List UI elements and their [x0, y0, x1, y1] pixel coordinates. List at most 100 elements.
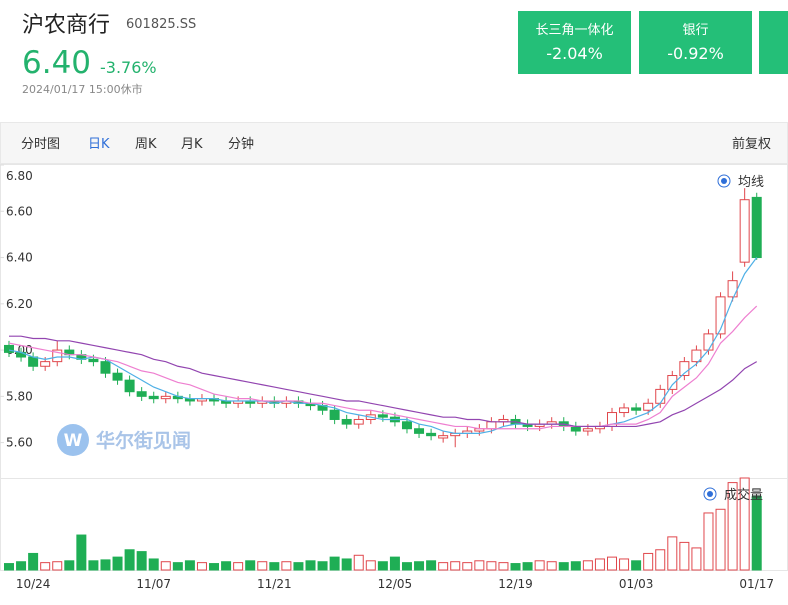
legend-volume[interactable]: 成交量 — [724, 487, 763, 503]
volume-bar — [281, 561, 292, 571]
volume-bar — [739, 477, 750, 571]
tab-active[interactable]: 日K — [88, 137, 110, 152]
sector-tile[interactable] — [759, 11, 788, 74]
candle-body — [4, 344, 14, 353]
volume-bar — [486, 561, 497, 571]
candle-body — [751, 196, 762, 259]
moving-average — [8, 305, 758, 430]
candle-body — [655, 388, 666, 404]
legend-radio-dot — [721, 178, 727, 184]
y-tick-label: 5.60 — [6, 436, 33, 450]
watermark-logo — [57, 424, 89, 456]
y-tick-label: 6.60 — [6, 204, 33, 218]
volume-bar — [426, 560, 437, 571]
x-tick-label: 12/19 — [498, 577, 533, 591]
legend-ma[interactable]: 均线 — [738, 175, 764, 190]
volume-bar — [40, 562, 51, 571]
sector-tile[interactable] — [518, 11, 631, 74]
volume-bar — [28, 552, 39, 571]
volume-bar — [196, 562, 207, 571]
stock-name: 沪农商行 — [22, 13, 110, 38]
y-tick-label: 5.80 — [6, 389, 33, 403]
y-tick-label: 6.80 — [6, 169, 33, 183]
candle-body — [52, 349, 63, 363]
volume-bar — [715, 508, 726, 571]
x-tick-label: 01/17 — [739, 577, 774, 591]
candle-body — [631, 407, 642, 411]
volume-bar — [16, 561, 27, 571]
volume-bar — [389, 556, 400, 571]
volume-bar — [124, 549, 135, 571]
candle-body — [619, 407, 630, 414]
volume-bar — [462, 562, 473, 571]
tab[interactable]: 分时图 — [21, 137, 60, 152]
moving-average — [8, 257, 758, 434]
candle-body — [438, 435, 449, 439]
x-tick-label: 11/21 — [257, 577, 292, 591]
candle-body — [570, 425, 581, 432]
candle-body — [582, 428, 593, 432]
candle-body — [28, 356, 39, 367]
candle-body — [727, 280, 738, 298]
legend-radio-dot — [707, 491, 713, 497]
volume-bar — [88, 560, 99, 571]
volume-bar — [558, 562, 569, 571]
watermark: 华尔街见闻 — [96, 429, 191, 452]
candle-body — [667, 375, 678, 390]
x-tick-label: 11/07 — [136, 577, 171, 591]
volume-bar — [474, 560, 485, 571]
y-tick-label: 6.20 — [6, 297, 33, 311]
candle-body — [136, 391, 147, 397]
volume-bar — [619, 558, 630, 571]
candle-body — [148, 395, 159, 400]
volume-bar — [172, 562, 183, 571]
sector-tile[interactable] — [639, 11, 752, 74]
volume-bar — [160, 561, 171, 571]
volume-bar — [679, 541, 690, 571]
tab[interactable]: 分钟 — [228, 136, 254, 152]
volume-bar — [136, 551, 147, 571]
tab[interactable]: 周K — [135, 137, 157, 152]
volume-bar — [233, 562, 244, 571]
candle-body — [100, 361, 111, 374]
candle-body — [703, 333, 714, 351]
x-tick-label: 12/05 — [378, 577, 413, 591]
volume-bar — [148, 558, 159, 571]
volume-bar — [52, 561, 63, 571]
stock-code: 601825.SS — [126, 17, 196, 32]
candle-body — [643, 402, 654, 411]
candle-body — [715, 296, 726, 335]
volume-bar — [76, 534, 87, 571]
tab-bar — [0, 122, 788, 164]
volume-bar — [317, 561, 328, 571]
volume-bar — [401, 562, 412, 571]
volume-bar — [643, 552, 654, 571]
volume-bar — [257, 561, 268, 571]
volume-bar — [703, 512, 714, 571]
candle-body — [341, 418, 352, 425]
volume-bar — [582, 560, 593, 571]
volume-bar — [510, 563, 521, 571]
candle-body — [124, 379, 135, 393]
volume-bar — [269, 562, 280, 571]
volume-bar — [365, 560, 376, 571]
adjust-toggle[interactable]: 前复权 — [732, 136, 771, 152]
tab[interactable]: 月K — [181, 137, 203, 152]
volume-bar — [112, 556, 123, 571]
candle-body — [40, 361, 51, 367]
volume-bar — [534, 560, 545, 571]
volume-bar — [100, 559, 111, 571]
candle-body — [329, 409, 340, 420]
volume-bar — [4, 563, 14, 571]
candle-body — [160, 395, 171, 400]
candle-body — [426, 432, 437, 437]
volume-bar — [594, 558, 605, 571]
moving-average — [9, 335, 758, 428]
watermark-logo-letter: W — [64, 431, 83, 451]
candle-body — [679, 361, 690, 377]
quote-time: 2024/01/17 15:00休市 — [22, 82, 143, 96]
candle-body — [377, 414, 388, 418]
volume-bar — [631, 560, 642, 571]
volume-bar — [522, 562, 533, 571]
